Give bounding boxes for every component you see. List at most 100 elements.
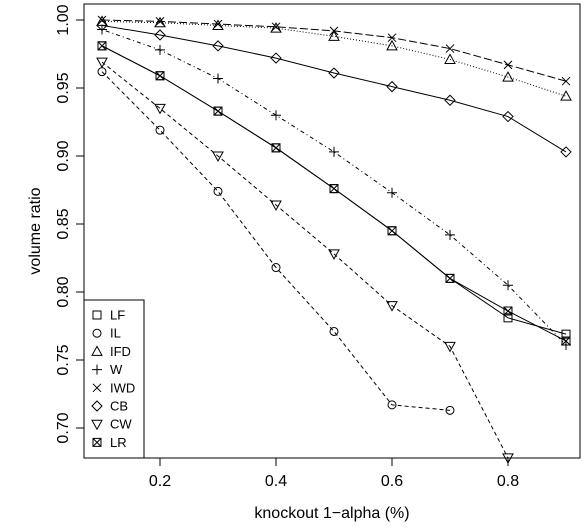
point-iwd bbox=[445, 44, 455, 53]
point-il bbox=[329, 326, 339, 336]
point-cb bbox=[560, 146, 572, 158]
point-iwd bbox=[329, 26, 339, 36]
series-lr bbox=[97, 41, 571, 346]
point-ifd bbox=[328, 30, 340, 41]
x-tick-label: 0.8 bbox=[497, 473, 519, 490]
x-tick-label: 0.2 bbox=[149, 473, 171, 490]
point-ifd bbox=[212, 19, 224, 30]
point-lf bbox=[503, 313, 513, 323]
point-cw bbox=[270, 200, 282, 211]
point-lr bbox=[329, 184, 339, 194]
legend-label-lr: LR bbox=[110, 435, 127, 450]
legend-item-w: W bbox=[92, 362, 123, 377]
point-cw bbox=[154, 103, 166, 115]
point-lf bbox=[561, 329, 571, 339]
point-il bbox=[155, 125, 165, 135]
point-cb bbox=[270, 52, 282, 64]
point-cw bbox=[444, 341, 456, 353]
y-tick-label: 0.80 bbox=[55, 276, 72, 307]
legend-marker-cw bbox=[91, 419, 103, 431]
point-cw bbox=[212, 151, 224, 163]
point-cb bbox=[444, 94, 456, 106]
point-w bbox=[271, 110, 281, 121]
series-cw bbox=[96, 57, 514, 464]
legend-item-il: IL bbox=[92, 326, 121, 341]
series-line-cb bbox=[101, 24, 567, 153]
point-w bbox=[329, 146, 339, 157]
point-lr bbox=[561, 336, 571, 346]
legend-label-lf: LF bbox=[110, 308, 125, 323]
point-w bbox=[445, 229, 455, 240]
point-iwd bbox=[561, 76, 571, 86]
point-cb bbox=[96, 19, 108, 32]
point-lr bbox=[155, 71, 165, 81]
y-tick-label: 0.75 bbox=[55, 344, 72, 375]
series-cb bbox=[96, 19, 572, 158]
point-ifd bbox=[154, 16, 166, 28]
point-cw bbox=[386, 301, 398, 312]
series-ifd bbox=[96, 15, 572, 101]
legend-item-cw: CW bbox=[91, 417, 132, 432]
legend-marker-cb bbox=[91, 400, 103, 412]
series-il bbox=[97, 67, 455, 415]
series-line-iwd bbox=[101, 19, 567, 82]
x-axis: 0.2 0.4 0.6 0.8 bbox=[149, 457, 519, 490]
legend-marker-il bbox=[92, 328, 102, 338]
legend-marker-iwd bbox=[92, 383, 102, 393]
point-w bbox=[97, 24, 107, 35]
point-cb bbox=[212, 40, 224, 52]
y-axis-label: volume ratio bbox=[27, 187, 44, 274]
point-cb bbox=[328, 67, 340, 79]
point-iwd bbox=[503, 60, 513, 70]
point-cw bbox=[328, 249, 340, 260]
point-ifd bbox=[444, 53, 456, 64]
legend-label-cw: CW bbox=[110, 417, 132, 432]
series-line-w bbox=[101, 29, 567, 346]
point-ifd bbox=[386, 39, 398, 51]
x-axis-label: knockout 1−alpha (%) bbox=[254, 505, 409, 522]
point-w bbox=[503, 280, 513, 291]
point-lr bbox=[445, 273, 455, 283]
point-lr bbox=[213, 106, 223, 116]
legend-marker-ifd bbox=[91, 345, 103, 356]
legend-marker-lf bbox=[92, 310, 102, 320]
point-iwd bbox=[213, 19, 223, 29]
point-w bbox=[213, 73, 223, 84]
y-tick-label: 1.00 bbox=[55, 4, 72, 35]
point-iwd bbox=[271, 22, 281, 32]
point-w bbox=[155, 44, 165, 55]
y-axis: 0.70 0.75 0.80 0.85 0.90 0.95 1.00 bbox=[55, 4, 85, 444]
point-cw bbox=[96, 57, 108, 69]
point-ifd bbox=[502, 71, 514, 82]
series-line-cw bbox=[101, 61, 509, 459]
point-il bbox=[213, 186, 223, 196]
legend-label-cb: CB bbox=[110, 399, 128, 414]
legend-label-w: W bbox=[110, 362, 123, 377]
point-cb bbox=[386, 80, 398, 93]
point-w bbox=[387, 187, 397, 198]
point-il bbox=[271, 263, 281, 273]
legend-label-iwd: IWD bbox=[110, 380, 135, 395]
y-tick-label: 0.85 bbox=[55, 208, 72, 239]
legend-marker-lr bbox=[92, 437, 102, 447]
series-lf bbox=[97, 41, 571, 339]
legend-box bbox=[83, 299, 145, 459]
point-ifd bbox=[270, 22, 282, 33]
point-lr bbox=[387, 226, 397, 236]
point-lr bbox=[503, 306, 513, 316]
point-lr bbox=[271, 143, 281, 153]
series-layer bbox=[96, 15, 572, 464]
series-line-il bbox=[101, 71, 451, 411]
point-cb bbox=[154, 29, 166, 41]
point-ifd bbox=[560, 90, 572, 101]
point-il bbox=[387, 400, 397, 410]
point-il bbox=[445, 405, 455, 415]
point-iwd bbox=[387, 33, 397, 43]
x-tick-label: 0.4 bbox=[265, 473, 287, 490]
legend-label-ifd: IFD bbox=[110, 344, 131, 359]
legend-item-lr: LR bbox=[92, 435, 127, 450]
y-tick-label: 0.95 bbox=[55, 72, 72, 103]
point-cb bbox=[502, 110, 514, 123]
x-tick-label: 0.6 bbox=[381, 473, 403, 490]
point-iwd bbox=[155, 17, 165, 26]
